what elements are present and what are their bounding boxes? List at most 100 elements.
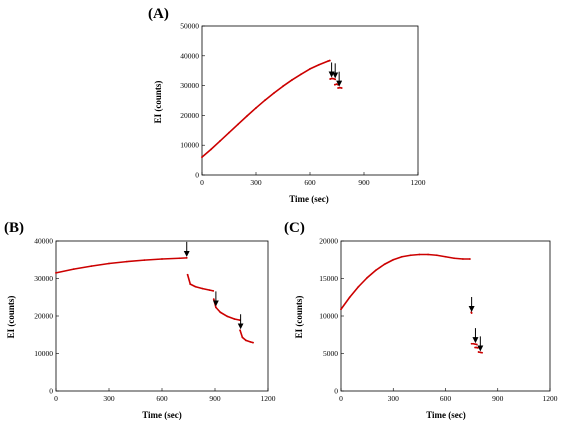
data-point: [273, 92, 275, 94]
data-point: [72, 268, 75, 271]
data-point: [383, 263, 386, 266]
y-tick-label: 15000: [319, 274, 338, 283]
data-point: [282, 85, 284, 88]
data-point: [300, 73, 302, 76]
x-tick-label: 1200: [411, 178, 426, 187]
data-point: [444, 255, 447, 258]
data-point: [476, 346, 479, 349]
x-tick-label: 600: [440, 394, 452, 403]
data-point: [55, 271, 57, 274]
panel-c: (C) 0 300 600 900 1200 0 5000 10000 15000 20000 T…: [284, 220, 558, 420]
y-tick-label: 10000: [319, 312, 338, 321]
plot-c: 0 300 600 900 1200 0 5000 10000 15000 20000: [319, 237, 558, 404]
y-axis-label-b: EI (counts): [6, 296, 16, 339]
y-tick-label: 40000: [180, 51, 199, 60]
data-point: [472, 342, 475, 345]
y-tick-label: 0: [49, 387, 53, 396]
data-point: [329, 78, 332, 80]
plot-frame-b: [55, 240, 269, 392]
x-axis-label-a: Time (sec): [289, 194, 329, 204]
data-point: [255, 107, 257, 109]
data-point: [161, 258, 163, 260]
data-point: [228, 131, 230, 134]
data-point: [462, 258, 464, 260]
x-tick-label: 300: [388, 394, 400, 403]
panel-b: (B) 0 300 600 900 1200010000200003000040000 …: [4, 220, 276, 420]
data-point: [418, 253, 421, 256]
data-point: [226, 315, 229, 318]
data-point: [331, 77, 333, 80]
data-point: [252, 341, 254, 344]
plot-b: 0 300 600 900 1200 0 10000 20000 30000 40000: [34, 237, 276, 404]
y-axis-label-c: EI (counts): [294, 296, 304, 339]
data-point: [470, 342, 473, 345]
y-tick-label: 40000: [34, 237, 53, 246]
x-tick-label: 300: [103, 394, 115, 403]
data-series-segment: [340, 253, 471, 311]
data-point: [475, 343, 478, 346]
data-point: [334, 78, 337, 81]
data-point: [233, 318, 236, 320]
x-tick-label: 0: [200, 178, 204, 187]
data-point: [327, 60, 329, 63]
data-point: [309, 68, 311, 70]
data-point: [333, 83, 336, 86]
data-point: [475, 346, 478, 349]
data-point: [481, 351, 483, 354]
data-point: [435, 254, 438, 257]
y-tick-label: 10000: [34, 349, 53, 358]
data-point: [328, 59, 331, 62]
data-point: [143, 259, 146, 262]
data-point: [392, 258, 395, 261]
data-point: [374, 269, 377, 272]
data-point: [409, 254, 412, 257]
panel-a: (A) 0 300 600 900 1200 0 10000 20000 30000 40000 5…: [148, 6, 426, 204]
data-point: [340, 308, 342, 311]
x-axis-label-b: Time (sec): [142, 410, 182, 420]
data-point: [208, 289, 211, 292]
x-tick-label: 300: [250, 178, 262, 187]
data-point: [219, 140, 221, 142]
data-point: [210, 148, 212, 151]
y-tick-label: 20000: [180, 111, 199, 120]
data-point: [90, 265, 93, 268]
data-point: [212, 298, 215, 301]
data-point: [219, 311, 222, 314]
data-point: [337, 83, 339, 86]
data-point: [366, 276, 369, 279]
panel-label-b: (B): [4, 220, 24, 236]
data-point: [194, 285, 197, 288]
data-point: [264, 99, 266, 102]
data-point: [479, 351, 482, 354]
x-tick-label: 0: [339, 394, 343, 403]
panel-label-a: (A): [148, 6, 169, 22]
data-point: [468, 258, 471, 260]
data-point: [125, 260, 128, 263]
x-tick-label: 600: [156, 394, 168, 403]
data-point: [201, 287, 204, 290]
data-point: [453, 257, 456, 260]
data-point: [237, 123, 239, 126]
plot-frame-a: [201, 25, 419, 176]
data-point: [340, 87, 343, 89]
data-point: [249, 340, 252, 343]
plot-frame-c: [340, 240, 551, 392]
data-point: [474, 343, 477, 346]
data-point: [201, 156, 203, 159]
data-point: [246, 115, 248, 117]
data-point: [427, 253, 429, 256]
data-point: [186, 273, 189, 276]
data-point: [474, 346, 477, 349]
data-point: [108, 262, 110, 265]
x-tick-label: 900: [492, 394, 504, 403]
data-point: [337, 87, 339, 89]
y-tick-label: 0: [195, 171, 199, 180]
panel-label-c: (C): [284, 220, 305, 236]
data-point: [185, 256, 188, 259]
y-tick-label: 5000: [323, 349, 338, 358]
data-point: [291, 79, 293, 81]
x-axis-label-c: Time (sec): [426, 410, 466, 420]
y-tick-label: 20000: [34, 312, 53, 321]
y-tick-label: 20000: [319, 237, 338, 246]
